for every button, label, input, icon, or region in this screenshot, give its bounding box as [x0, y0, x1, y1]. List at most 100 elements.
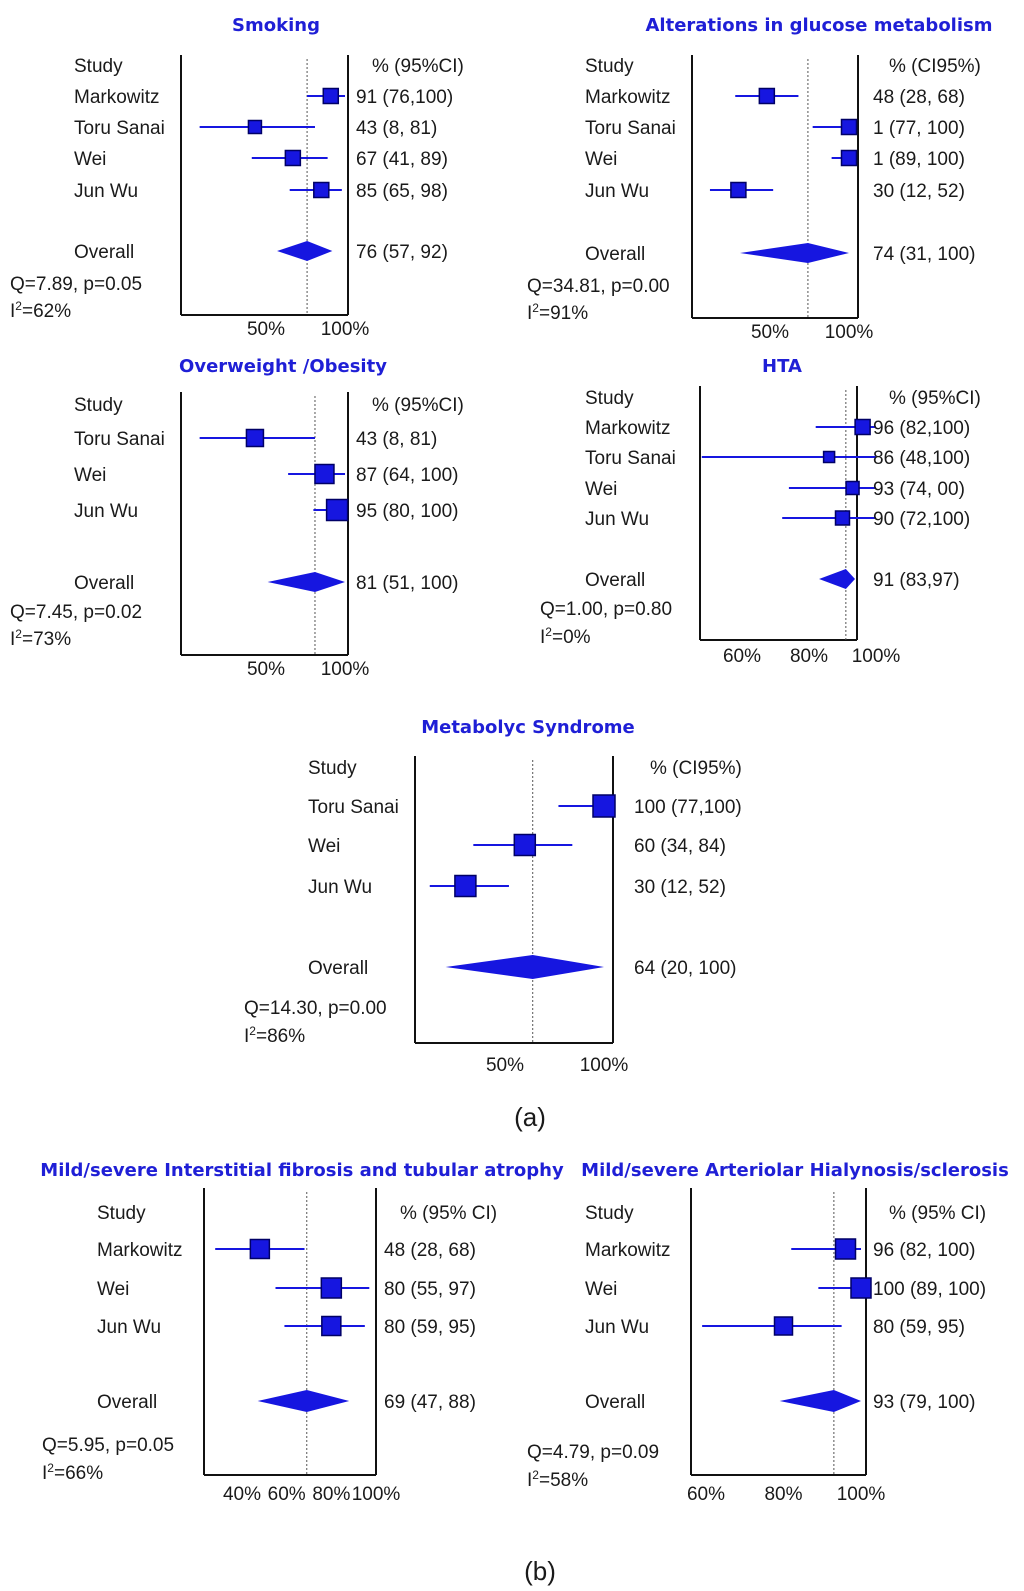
axis-tick-label: 50% — [247, 319, 285, 340]
study-name: Toru Sanai — [308, 797, 399, 818]
study-ci-value: 48 (28, 68) — [873, 87, 965, 108]
ci-header: % (95%CI) — [372, 56, 464, 77]
study-header: Study — [585, 1203, 634, 1224]
study-ci-value: 87 (64, 100) — [356, 465, 458, 486]
ci-header: % (95% CI) — [400, 1203, 497, 1224]
study-name: Wei — [97, 1279, 129, 1300]
heterogeneity-i2: I2=62% — [10, 299, 71, 322]
ci-header: % (95%CI) — [889, 388, 981, 409]
study-estimate-marker — [834, 510, 851, 526]
study-estimate-marker — [313, 181, 330, 199]
heterogeneity-i2: I2=91% — [527, 301, 588, 324]
study-name: Wei — [585, 1279, 617, 1300]
study-estimate-marker — [758, 87, 776, 105]
study-name: Wei — [308, 836, 340, 857]
study-name: Markowitz — [74, 87, 160, 108]
study-ci-value: 30 (12, 52) — [634, 877, 726, 898]
chart-title: Overweight /Obesity — [179, 356, 387, 377]
axis-tick-label: 100% — [852, 646, 901, 667]
heterogeneity-q: Q=14.30, p=0.00 — [244, 998, 387, 1019]
study-ci-value: 1 (77, 100) — [873, 118, 965, 139]
study-name: Toru Sanai — [74, 429, 165, 450]
study-name: Toru Sanai — [585, 118, 676, 139]
study-estimate-marker — [773, 1316, 794, 1336]
study-ci-value: 96 (82, 100) — [873, 1240, 975, 1261]
study-estimate-marker — [245, 428, 265, 448]
study-ci-value: 85 (65, 98) — [356, 181, 448, 202]
study-estimate-marker — [513, 833, 537, 857]
study-name: Jun Wu — [74, 181, 138, 202]
study-ci-value: 60 (34, 84) — [634, 836, 726, 857]
study-estimate-marker — [325, 498, 349, 522]
chart-title: Mild/severe Interstitial fibrosis and tu… — [40, 1160, 564, 1181]
heterogeneity-q: Q=7.45, p=0.02 — [10, 602, 142, 623]
overall-label: Overall — [585, 244, 645, 265]
axis-tick-label: 100% — [321, 659, 370, 680]
overall-label: Overall — [585, 1392, 645, 1413]
ci-header: % (95% CI) — [889, 1203, 986, 1224]
study-estimate-marker — [321, 1315, 342, 1337]
study-ci-value: 43 (8, 81) — [356, 118, 437, 139]
study-estimate-marker — [730, 181, 747, 199]
study-ci-value: 1 (89, 100) — [873, 149, 965, 170]
study-name: Jun Wu — [74, 501, 138, 522]
study-header: Study — [585, 388, 634, 409]
overall-label: Overall — [74, 573, 134, 594]
study-header: Study — [97, 1203, 146, 1224]
study-ci-value: 93 (74, 00) — [873, 479, 965, 500]
axis-tick-label: 40% — [223, 1484, 261, 1505]
heterogeneity-q: Q=7.89, p=0.05 — [10, 274, 142, 295]
heterogeneity-i2: I2=86% — [244, 1024, 305, 1047]
study-estimate-marker — [822, 450, 836, 464]
study-name: Toru Sanai — [585, 448, 676, 469]
chart-title: Alterations in glucose metabolism — [646, 15, 993, 36]
forest-panel-5: Metabolyc Syndrome Study % (CI95%) Toru San… — [244, 717, 742, 1076]
study-ci-value: 80 (55, 97) — [384, 1279, 476, 1300]
heterogeneity-i2: I2=0% — [540, 625, 591, 648]
overall-ci-value: 81 (51, 100) — [356, 573, 458, 594]
axis-tick-label: 100% — [321, 319, 370, 340]
overall-diamond — [739, 243, 849, 263]
study-estimate-marker — [247, 119, 263, 135]
overall-ci-value: 93 (79, 100) — [873, 1392, 975, 1413]
study-name: Jun Wu — [585, 1317, 649, 1338]
axis-tick-label: 60% — [687, 1484, 725, 1505]
study-name: Jun Wu — [308, 877, 372, 898]
study-ci-value: 90 (72,100) — [873, 509, 970, 530]
study-name: Jun Wu — [585, 181, 649, 202]
study-ci-value: 80 (59, 95) — [384, 1317, 476, 1338]
axis-tick-label: 100% — [825, 322, 874, 343]
study-name: Markowitz — [585, 87, 671, 108]
study-name: Wei — [74, 465, 106, 486]
chart-title: Mild/severe Arteriolar Hialynosis/sclero… — [581, 1160, 1009, 1181]
study-estimate-marker — [592, 794, 616, 818]
overall-ci-value: 74 (31, 100) — [873, 244, 975, 265]
ci-header: % (CI95%) — [650, 758, 742, 779]
overall-diamond — [257, 1390, 350, 1412]
study-name: Wei — [585, 149, 617, 170]
study-ci-value: 96 (82,100) — [873, 418, 970, 439]
study-estimate-marker — [314, 463, 335, 485]
heterogeneity-i2: I2=58% — [527, 1468, 588, 1491]
study-name: Toru Sanai — [74, 118, 165, 139]
study-ci-value: 67 (41, 89) — [356, 149, 448, 170]
study-estimate-marker — [845, 480, 860, 496]
overall-label: Overall — [308, 958, 368, 979]
study-estimate-marker — [840, 118, 858, 136]
study-estimate-marker — [322, 87, 340, 105]
panel-label-a: (a) — [514, 1102, 546, 1132]
study-name: Wei — [585, 479, 617, 500]
ci-header: % (95%CI) — [372, 395, 464, 416]
study-estimate-marker — [249, 1238, 271, 1260]
chart-title: Smoking — [232, 15, 320, 36]
heterogeneity-q: Q=34.81, p=0.00 — [527, 276, 670, 297]
overall-diamond — [267, 572, 345, 592]
overall-ci-value: 91 (83,97) — [873, 570, 960, 591]
forest-panel-3: Overweight /Obesity Study % (95%CI) Toru Sa… — [10, 356, 464, 680]
axis-tick-label: 60% — [723, 646, 761, 667]
study-name: Markowitz — [585, 418, 671, 439]
panel-label-b: (b) — [524, 1556, 556, 1586]
study-ci-value: 95 (80, 100) — [356, 501, 458, 522]
study-name: Jun Wu — [97, 1317, 161, 1338]
